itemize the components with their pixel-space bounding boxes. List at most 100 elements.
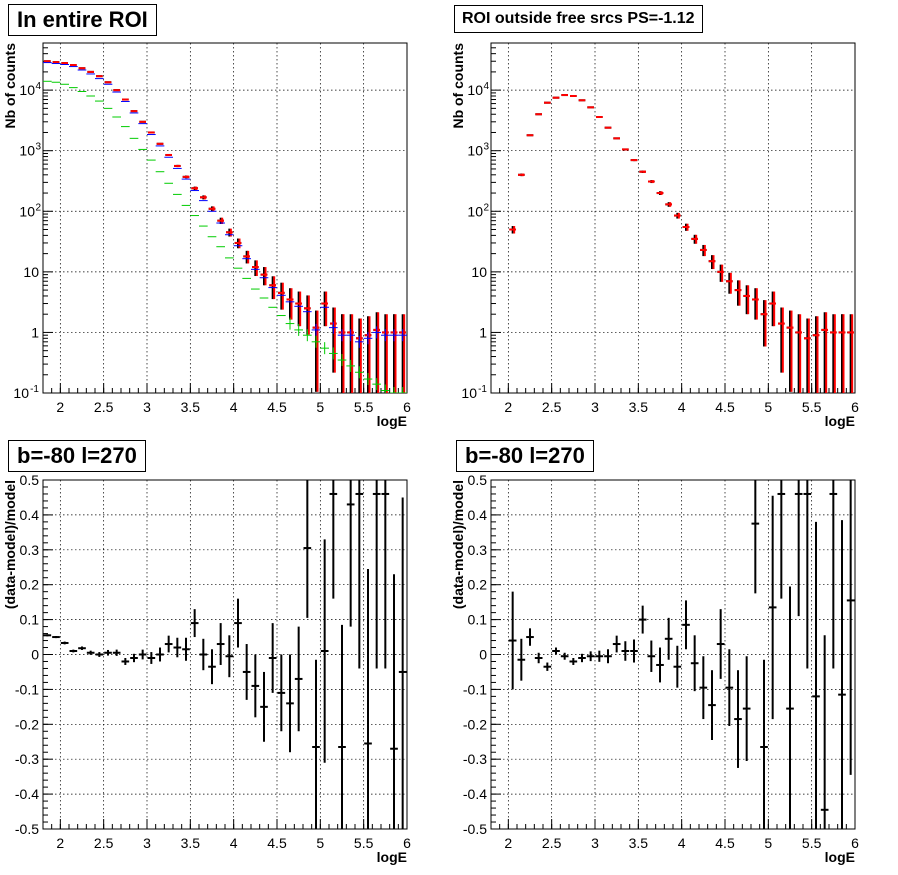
y-tick-exponent: 2: [483, 202, 489, 213]
series-component: [43, 80, 407, 393]
plot-frame: [490, 42, 856, 394]
panel-title-2: ROI outside free srcs PS=-1.12: [454, 5, 703, 33]
y-tick-label: 10: [467, 143, 483, 159]
x-tick-label: 2.5: [94, 835, 114, 851]
plot-frame: [490, 479, 856, 830]
x-tick-label: 2: [504, 399, 512, 415]
x-tick-label: 6: [851, 399, 859, 415]
y-tick-label: -0.3: [15, 751, 39, 767]
x-tick-label: 5.5: [802, 835, 822, 851]
x-axis-label: logE: [825, 849, 855, 865]
y-tick-exponent: 4: [35, 81, 41, 92]
x-tick-label: 5: [316, 835, 324, 851]
y-tick-label: 0.5: [468, 472, 488, 488]
x-tick-label: 3.5: [181, 835, 201, 851]
y-tick-label: 10: [467, 82, 483, 98]
series-component: [43, 62, 407, 348]
panel-title-4: b=-80 l=270: [456, 440, 594, 472]
x-tick-label: 5.5: [354, 835, 374, 851]
x-tick-label: 5.5: [802, 399, 822, 415]
y-tick-label: -0.5: [463, 821, 487, 837]
y-tick-label: -0.1: [463, 681, 487, 697]
series-residual: [43, 480, 407, 829]
y-tick-label: 0: [31, 647, 39, 663]
y-tick-label: 10: [19, 203, 35, 219]
y-tick-label: -0.1: [15, 681, 39, 697]
plot-frame: [42, 479, 408, 830]
y-tick-label: 10: [467, 203, 483, 219]
y-tick-exponent: -1: [30, 384, 39, 395]
x-tick-label: 3: [143, 399, 151, 415]
y-tick-exponent: 3: [35, 142, 41, 153]
y-tick-exponent: 2: [35, 202, 41, 213]
y-axis-label: Nb of counts: [450, 43, 466, 129]
y-tick-label: 0.3: [20, 542, 40, 558]
y-tick-label: 0.1: [20, 612, 40, 628]
x-tick-label: 4: [230, 399, 238, 415]
x-tick-label: 3: [143, 835, 151, 851]
y-tick-label: 1: [479, 324, 487, 340]
y-axis-label: (data-model)/model: [450, 480, 466, 609]
y-tick-label: 0.4: [468, 507, 488, 523]
y-tick-label: -0.2: [15, 716, 39, 732]
series-model: [509, 94, 854, 393]
data-marks: [509, 94, 854, 393]
data-marks: [508, 480, 855, 829]
x-tick-label: 2.5: [542, 835, 562, 851]
y-tick-label: -0.3: [463, 751, 487, 767]
x-axis-label: logE: [825, 413, 855, 429]
y-tick-label: 10: [19, 143, 35, 159]
y-tick-label: 0.1: [468, 612, 488, 628]
y-tick-label: 0.2: [468, 577, 488, 593]
series-residual: [508, 480, 855, 829]
data-marks: [43, 480, 407, 829]
y-tick-label: 10: [19, 82, 35, 98]
y-tick-label: 0.2: [20, 577, 40, 593]
x-tick-label: 4.5: [715, 399, 735, 415]
y-tick-label: 10: [23, 264, 39, 280]
y-axis-label: (data-model)/model: [2, 480, 18, 609]
y-tick-label: -0.5: [15, 821, 39, 837]
y-tick-label: 0.4: [20, 507, 40, 523]
y-tick-label: 0.5: [20, 472, 40, 488]
y-tick-label: 10: [13, 385, 29, 401]
x-tick-label: 5.5: [354, 399, 374, 415]
x-tick-label: 2: [56, 399, 64, 415]
x-tick-label: 2.5: [94, 399, 114, 415]
x-tick-label: 4.5: [267, 835, 287, 851]
y-tick-label: 0: [479, 647, 487, 663]
chart-panel-4: 2 2.5 3 3.5 4 4.5 5 5.5 6 -0.5 -0.4 -0.3 -0.2 -0.1 0 0.…: [450, 472, 859, 865]
y-tick-label: -0.4: [463, 786, 487, 802]
x-tick-label: 5: [764, 835, 772, 851]
y-tick-label: -0.2: [463, 716, 487, 732]
x-tick-label: 5: [316, 399, 324, 415]
x-tick-label: 3.5: [629, 399, 649, 415]
x-tick-label: 4: [678, 835, 686, 851]
x-tick-label: 4.5: [267, 399, 287, 415]
panel-title-3: b=-80 l=270: [8, 440, 146, 472]
x-tick-label: 3.5: [181, 399, 201, 415]
x-axis-label: logE: [377, 413, 407, 429]
x-tick-label: 6: [851, 835, 859, 851]
y-tick-label: 1: [31, 324, 39, 340]
x-tick-label: 4: [230, 835, 238, 851]
series-model: [44, 60, 406, 393]
y-tick-label: 10: [461, 385, 477, 401]
y-tick-exponent: -1: [478, 384, 487, 395]
x-tick-label: 6: [403, 399, 411, 415]
y-tick-label: -0.4: [15, 786, 39, 802]
x-tick-label: 2: [56, 835, 64, 851]
x-tick-label: 2: [504, 835, 512, 851]
y-tick-exponent: 3: [483, 142, 489, 153]
plot-frame: [42, 42, 408, 394]
y-axis-label: Nb of counts: [2, 43, 18, 129]
x-tick-label: 3.5: [629, 835, 649, 851]
x-tick-label: 6: [403, 835, 411, 851]
x-axis-label: logE: [377, 849, 407, 865]
x-tick-label: 3: [591, 399, 599, 415]
panel-title-1: In entire ROI: [8, 4, 157, 36]
y-tick-exponent: 4: [483, 81, 489, 92]
x-tick-label: 3: [591, 835, 599, 851]
